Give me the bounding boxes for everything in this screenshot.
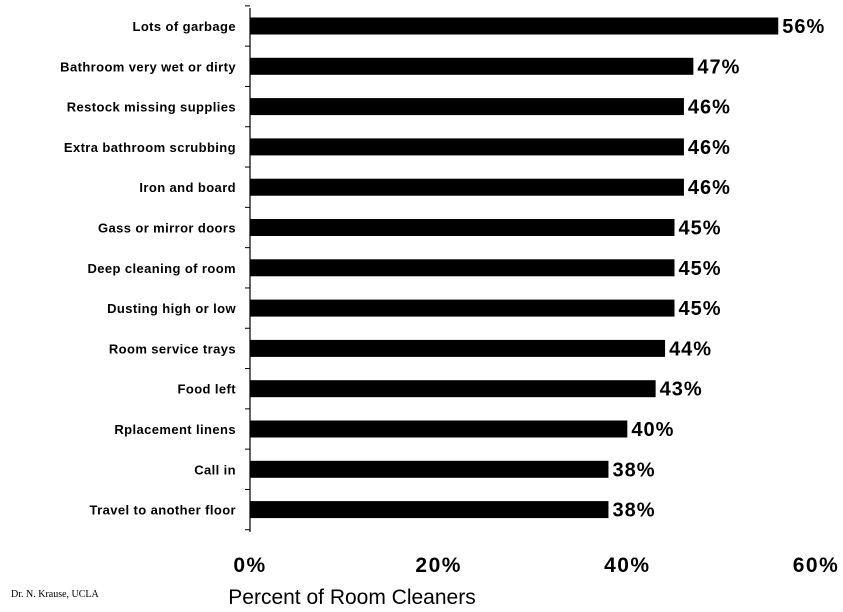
value-label: 44%	[669, 338, 712, 360]
value-label: 46%	[688, 177, 731, 199]
category-label: Rplacement linens	[114, 422, 236, 437]
bar	[250, 299, 675, 317]
value-label: 40%	[631, 419, 674, 441]
bar	[250, 138, 684, 156]
category-label: Dusting high or low	[107, 301, 236, 316]
x-axis-title: Percent of Room Cleaners	[228, 586, 475, 609]
axis-layer	[245, 5, 251, 532]
bar	[250, 339, 666, 357]
bar	[250, 259, 675, 277]
category-label: Extra bathroom scrubbing	[64, 140, 236, 155]
category-label: Restock missing supplies	[67, 100, 236, 115]
value-label: 46%	[688, 97, 731, 119]
bar	[250, 460, 609, 478]
bar	[250, 501, 609, 519]
x-tick-label: 20%	[415, 554, 462, 577]
category-label: Food left	[178, 382, 237, 397]
x-tick-label: 40%	[604, 554, 651, 577]
bar	[250, 219, 675, 236]
value-label: 47%	[697, 56, 740, 78]
value-label: 45%	[679, 258, 722, 280]
category-label: Call in	[194, 462, 236, 477]
category-label: Iron and board	[139, 180, 236, 195]
bar	[250, 98, 684, 116]
credit-text: Dr. N. Krause, UCLA	[11, 589, 100, 600]
x-tick-label: 60%	[793, 554, 840, 577]
x-tick-label: 0%	[233, 554, 266, 577]
category-label: Gass or mirror doors	[98, 221, 236, 236]
value-label: 38%	[612, 459, 655, 481]
labels-layer: Lots of garbage 56% Bathroom very wet or d…	[60, 16, 840, 577]
category-label: Travel to another floor	[90, 503, 236, 518]
value-label: 46%	[688, 137, 731, 159]
bar	[250, 17, 779, 35]
bar	[250, 420, 628, 438]
bar	[250, 178, 684, 196]
value-label: 45%	[679, 218, 722, 240]
category-label: Room service trays	[109, 341, 236, 356]
category-label: Deep cleaning of room	[87, 261, 236, 276]
category-label: Lots of garbage	[132, 19, 236, 34]
bar	[250, 380, 656, 398]
bar	[250, 57, 694, 75]
value-label: 43%	[660, 379, 703, 401]
value-label: 38%	[612, 500, 655, 522]
bars-layer	[250, 17, 779, 519]
category-label: Bathroom very wet or dirty	[60, 59, 236, 74]
value-label: 56%	[782, 16, 825, 38]
value-label: 45%	[679, 298, 722, 320]
